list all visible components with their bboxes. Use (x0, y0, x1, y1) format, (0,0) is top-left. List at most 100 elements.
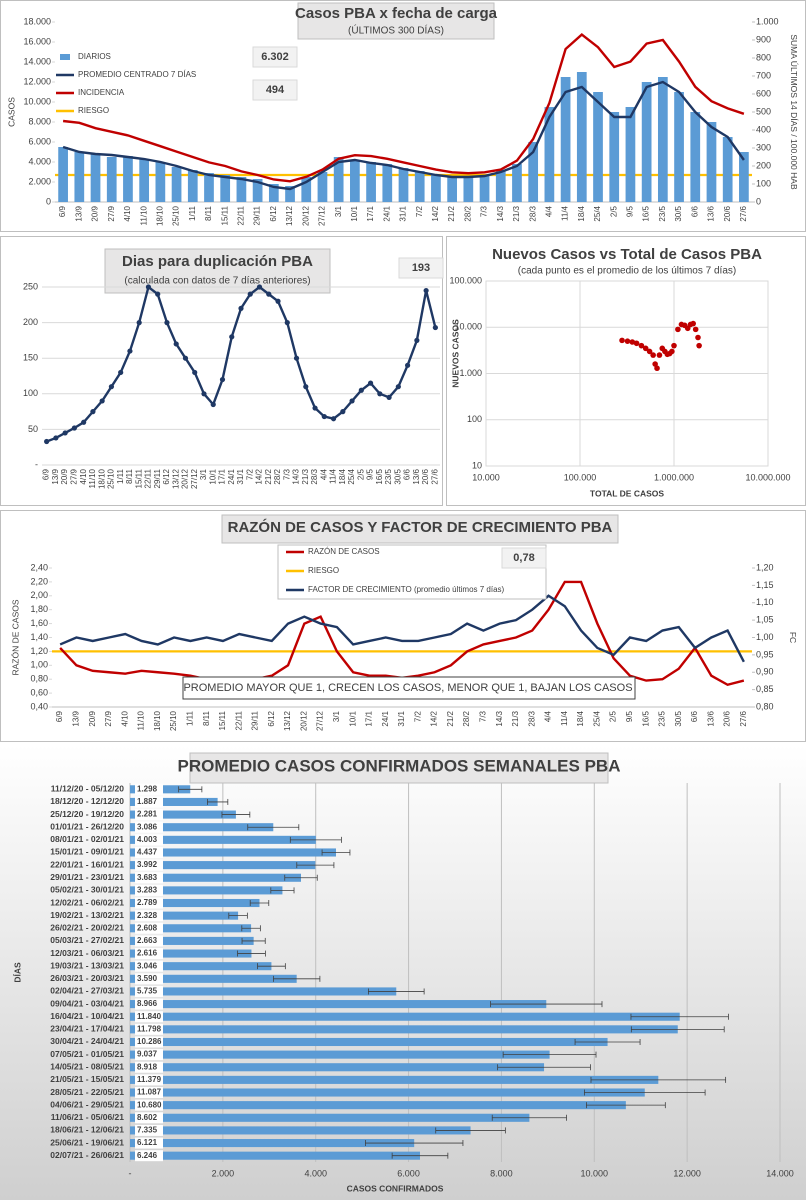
x-tick-label: 21/2 (447, 205, 456, 221)
value-label: 2.789 (137, 898, 158, 907)
value-label-box (135, 948, 163, 960)
point (696, 342, 702, 349)
line (62, 33, 745, 183)
bar (106, 157, 117, 202)
value-label-box (135, 1023, 163, 1035)
value-label-box (135, 1137, 163, 1149)
legend-label: PROMEDIO CENTRADO 7 DÍAS (78, 70, 196, 79)
bar (382, 164, 393, 202)
x-tick-label: 21/3 (511, 710, 520, 726)
point (238, 305, 244, 311)
y2-axis-label: FC (788, 632, 798, 643)
bar (130, 1063, 545, 1072)
value-label-box (135, 910, 163, 922)
point (358, 387, 364, 393)
x-tick-label: 20/9 (60, 468, 69, 484)
annotation: 193 (412, 262, 430, 274)
point (62, 430, 68, 436)
x-tick-label: 24/1 (382, 205, 391, 221)
point (210, 401, 216, 408)
x-tick-label: 17/1 (365, 710, 374, 726)
bar (674, 92, 684, 202)
y-tick-label: 02/07/21 - 26/06/21 (50, 1150, 124, 1160)
x-tick-label: 1.000.000 (654, 472, 694, 482)
x-tick-label: 7/2 (245, 468, 254, 480)
y-axis-label: NUEVOS CASOS (450, 319, 460, 388)
bar (739, 152, 749, 202)
x-tick-label: 9/5 (625, 710, 634, 722)
chart-subtitle: (calculada con datos de 7 días anteriore… (124, 276, 310, 287)
point (633, 340, 640, 347)
x-tick-label: 11/10 (139, 205, 148, 225)
annotation-box (182, 676, 636, 700)
x-tick-label: 25/4 (347, 468, 356, 484)
x-tick-label: 18/10 (153, 710, 162, 731)
bar (414, 171, 425, 202)
annotation-box (501, 547, 547, 569)
x-tick-label: 1/11 (116, 468, 125, 484)
x-tick-label: 12.000 (673, 1168, 701, 1178)
x-tick-label: 27/12 (316, 710, 325, 731)
x-tick-label: 27/6 (430, 468, 439, 484)
y-tick-label: 1,80 (30, 604, 48, 614)
title-box (104, 248, 331, 294)
annotation: PROMEDIO MAYOR QUE 1, CRECEN LOS CASOS, … (183, 682, 632, 694)
y2-tick-label: 1,15 (756, 580, 774, 590)
bar (641, 82, 652, 202)
value-label: 1.887 (137, 797, 158, 806)
bar (512, 164, 522, 202)
y-tick-label: 23/04/21 - 17/04/21 (50, 1024, 124, 1034)
x-tick-label: 13/6 (412, 468, 421, 484)
bar (236, 177, 247, 202)
point (638, 342, 645, 349)
y-tick-label: 29/01/21 - 23/01/21 (50, 872, 124, 882)
value-label-box (135, 859, 163, 871)
point (127, 348, 133, 354)
y-tick-label: 12/03/21 - 06/03/21 (50, 948, 124, 958)
bar (593, 92, 603, 202)
y-tick-label: 1,20 (30, 646, 48, 656)
x-tick-label: 13/9 (72, 710, 81, 726)
x-tick-label: 22/11 (237, 205, 246, 225)
x-tick-label: 24/1 (227, 468, 236, 484)
point (284, 320, 290, 326)
annotation: 494 (266, 84, 285, 96)
point (395, 384, 401, 390)
x-tick-label: 13/9 (51, 468, 60, 484)
y-tick-label: 26/02/21 - 20/02/21 (50, 923, 124, 933)
y2-tick-label: 1,00 (756, 632, 774, 642)
x-tick-label: 2/5 (356, 468, 365, 480)
value-label: 11.379 (137, 1075, 162, 1084)
value-label-box (135, 935, 163, 947)
value-label: 10.680 (137, 1100, 162, 1109)
bar (130, 1151, 420, 1160)
value-label-box (135, 1061, 163, 1073)
x-tick-label: 23/5 (658, 205, 667, 221)
y2-tick-label: 1,05 (756, 615, 774, 625)
x-tick-label: 6/12 (267, 710, 276, 726)
x-tick-label: 10.000 (472, 472, 500, 482)
bar (130, 1101, 626, 1110)
bar (690, 112, 701, 202)
bar (130, 1050, 550, 1059)
line (62, 80, 745, 191)
x-tick-label: 14.000 (766, 1168, 794, 1178)
bar (130, 861, 316, 870)
point (624, 338, 631, 344)
legend-label: RAZÓN DE CASOS (308, 547, 380, 556)
point (669, 348, 675, 355)
x-tick-label: 22/11 (144, 468, 153, 488)
point (229, 334, 235, 340)
value-label: 11.798 (137, 1024, 162, 1033)
value-label: 3.683 (137, 873, 158, 882)
y-tick-label: 21/05/21 - 15/05/21 (50, 1074, 124, 1084)
x-tick-label: 28/2 (273, 468, 282, 484)
y2-tick-label: 0,90 (756, 667, 774, 677)
point (654, 365, 660, 372)
bar (479, 175, 490, 202)
x-tick-label: 31/1 (399, 205, 408, 221)
bar (366, 162, 376, 202)
x-tick-label: 7/3 (282, 468, 291, 480)
value-label: 11.087 (137, 1088, 162, 1097)
